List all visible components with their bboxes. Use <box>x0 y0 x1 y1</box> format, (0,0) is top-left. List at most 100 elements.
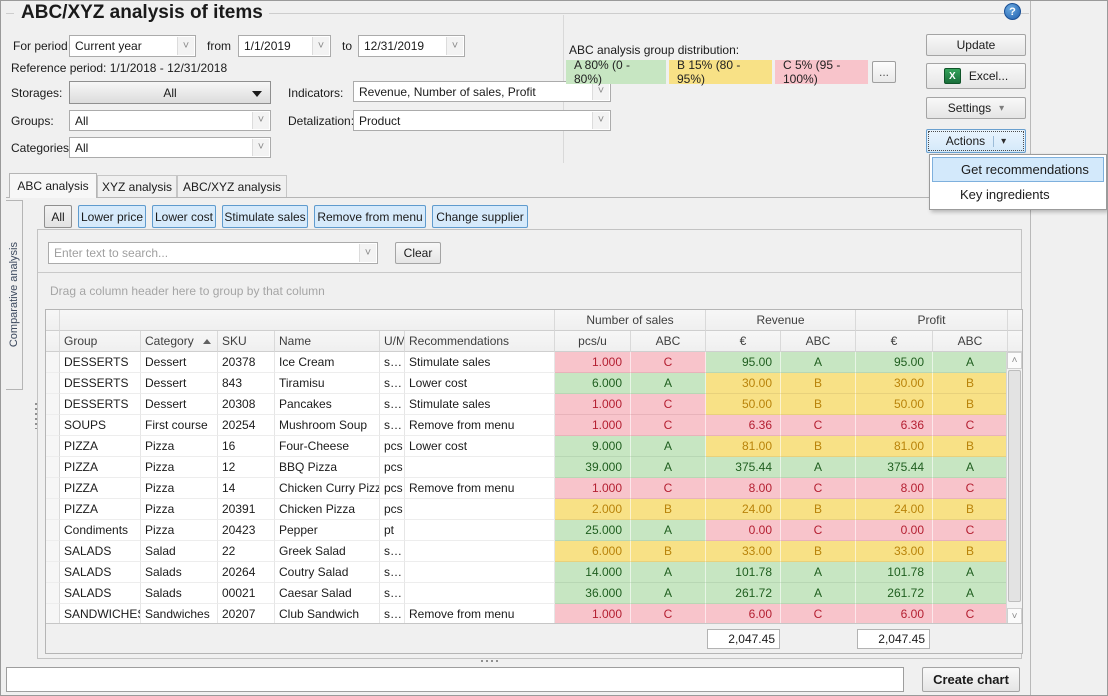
cell-recommendation <box>405 562 555 583</box>
vertical-splitter-handle[interactable] <box>34 403 37 429</box>
header-profit-abc[interactable]: ABC <box>933 331 1008 352</box>
create-chart-button[interactable]: Create chart <box>922 667 1020 692</box>
filter-change-supplier-button[interactable]: Change supplier <box>432 205 528 228</box>
header-um[interactable]: U/M <box>380 331 405 352</box>
chevron-down-icon[interactable]: ˅ <box>359 244 376 262</box>
tab-abc-analysis[interactable]: ABC analysis <box>9 173 97 198</box>
cell-group: DESSERTS <box>60 373 141 394</box>
excel-button[interactable]: X Excel... <box>926 63 1026 89</box>
period-select[interactable]: Current year ˅ <box>69 35 196 57</box>
actions-button[interactable]: Actions ▾ <box>926 129 1026 153</box>
header-sales-abc[interactable]: ABC <box>631 331 706 352</box>
scrollbar-thumb[interactable] <box>1008 370 1021 602</box>
header-category[interactable]: Category <box>141 331 218 352</box>
table-row[interactable]: PIZZA Pizza 20391 Chicken Pizza pcs 2.00… <box>46 499 1022 520</box>
cell-recommendation: Lower cost <box>405 436 555 457</box>
date-to-select[interactable]: 12/31/2019 ˅ <box>358 35 465 57</box>
header-revenue-abc[interactable]: ABC <box>781 331 856 352</box>
header-group[interactable]: Group <box>60 331 141 352</box>
table-row[interactable]: SALADS Salads 20264 Coutry Salad s… 14.0… <box>46 562 1022 583</box>
cell-um: s… <box>380 415 405 436</box>
side-tab-comparative-analysis[interactable]: Comparative analysis <box>6 200 23 390</box>
row-indicator <box>46 415 60 436</box>
cell-category: First course <box>141 415 218 436</box>
table-row[interactable]: Condiments Pizza 20423 Pepper pt 25.000 … <box>46 520 1022 541</box>
row-indicator <box>46 541 60 562</box>
cell-sku: 20264 <box>218 562 275 583</box>
header-profit-eur[interactable]: € <box>856 331 933 352</box>
header-pcs[interactable]: pcs/u <box>555 331 631 352</box>
chevron-down-icon[interactable]: ˅ <box>252 139 269 156</box>
header-sku[interactable]: SKU <box>218 331 275 352</box>
filter-stimulate-sales-button[interactable]: Stimulate sales <box>222 205 308 228</box>
cell-recommendation <box>405 520 555 541</box>
table-row[interactable]: PIZZA Pizza 12 BBQ Pizza pcs 39.000 A 37… <box>46 457 1022 478</box>
table-row[interactable]: DESSERTS Dessert 843 Tiramisu s… Lower c… <box>46 373 1022 394</box>
tab-xyz-analysis[interactable]: XYZ analysis <box>97 175 177 197</box>
tab-abc-xyz-analysis[interactable]: ABC/XYZ analysis <box>177 175 287 197</box>
menu-item-get-recommendations[interactable]: Get recommendations <box>932 157 1104 182</box>
chevron-down-icon[interactable]: ˅ <box>252 112 269 129</box>
horizontal-splitter-handle[interactable] <box>481 660 500 662</box>
groups-value: All <box>75 113 89 128</box>
groups-select[interactable]: All ˅ <box>69 110 271 131</box>
header-name[interactable]: Name <box>275 331 380 352</box>
filter-lower-price-button[interactable]: Lower price <box>78 205 146 228</box>
cell-revenue-abc: B <box>781 541 856 562</box>
period-value: Current year <box>75 39 142 53</box>
chart-title-field[interactable] <box>6 667 904 692</box>
cell-name: BBQ Pizza <box>275 457 380 478</box>
table-row[interactable]: PIZZA Pizza 16 Four-Cheese pcs Lower cos… <box>46 436 1022 457</box>
table-row[interactable]: PIZZA Pizza 14 Chicken Curry Pizza pcs R… <box>46 478 1022 499</box>
indicators-select[interactable]: Revenue, Number of sales, Profit ˅ <box>353 81 611 102</box>
cell-sales-abc: B <box>631 541 706 562</box>
sort-ascending-icon <box>203 338 211 344</box>
cell-profit-abc: B <box>933 499 1008 520</box>
scroll-up-icon[interactable]: ˄ <box>1007 352 1022 369</box>
cell-um: s… <box>380 583 405 604</box>
cell-group: DESSERTS <box>60 352 141 373</box>
filter-lower-cost-button[interactable]: Lower cost <box>152 205 216 228</box>
detalization-select[interactable]: Product ˅ <box>353 110 611 131</box>
cell-name: Tiramisu <box>275 373 380 394</box>
cell-name: Mushroom Soup <box>275 415 380 436</box>
chevron-down-icon[interactable]: ˅ <box>592 112 609 129</box>
table-row[interactable]: DESSERTS Dessert 20378 Ice Cream s… Stim… <box>46 352 1022 373</box>
search-input[interactable]: Enter text to search... ˅ <box>48 242 378 264</box>
excel-icon: X <box>943 68 961 84</box>
menu-item-key-ingredients[interactable]: Key ingredients <box>960 187 1050 202</box>
table-row[interactable]: SOUPS First course 20254 Mushroom Soup s… <box>46 415 1022 436</box>
band-number-of-sales[interactable]: Number of sales <box>555 310 706 331</box>
header-revenue-eur[interactable]: € <box>706 331 781 352</box>
cell-sales-abc: C <box>631 394 706 415</box>
chevron-down-icon[interactable]: ˅ <box>312 37 329 55</box>
filter-remove-from-menu-button[interactable]: Remove from menu <box>314 205 426 228</box>
categories-select[interactable]: All ˅ <box>69 137 271 158</box>
table-row[interactable]: DESSERTS Dessert 20308 Pancakes s… Stimu… <box>46 394 1022 415</box>
abc-badge-a: A 80% (0 - 80%) <box>566 58 666 86</box>
cell-revenue: 375.44 <box>706 457 781 478</box>
cell-category: Dessert <box>141 352 218 373</box>
header-recommendations[interactable]: Recommendations <box>405 331 555 352</box>
help-icon[interactable]: ? <box>1004 3 1021 20</box>
band-revenue[interactable]: Revenue <box>706 310 856 331</box>
settings-button[interactable]: Settings ▾ <box>926 97 1026 119</box>
storages-select[interactable]: All <box>69 81 271 104</box>
cell-profit-abc: B <box>933 394 1008 415</box>
cell-recommendation: Lower cost <box>405 373 555 394</box>
table-row[interactable]: SALADS Salads 00021 Caesar Salad s… 36.0… <box>46 583 1022 604</box>
chevron-down-icon[interactable]: ˅ <box>446 37 463 55</box>
vertical-scrollbar[interactable]: ˄ ˅ <box>1006 352 1022 625</box>
cell-group: PIZZA <box>60 499 141 520</box>
distribution-more-button[interactable]: ... <box>872 61 896 83</box>
cell-name: Coutry Salad <box>275 562 380 583</box>
filter-all-button[interactable]: All <box>44 205 72 228</box>
table-row[interactable]: SALADS Salad 22 Greek Salad s… 6.000 B 3… <box>46 541 1022 562</box>
date-from-select[interactable]: 1/1/2019 ˅ <box>238 35 331 57</box>
chevron-down-icon[interactable]: ˅ <box>592 83 609 100</box>
band-profit[interactable]: Profit <box>856 310 1008 331</box>
update-button[interactable]: Update <box>926 34 1026 56</box>
table-row[interactable]: SANDWICHES Sandwiches 20207 Club Sandwic… <box>46 604 1022 625</box>
clear-button[interactable]: Clear <box>395 242 441 264</box>
chevron-down-icon[interactable]: ˅ <box>177 37 194 55</box>
